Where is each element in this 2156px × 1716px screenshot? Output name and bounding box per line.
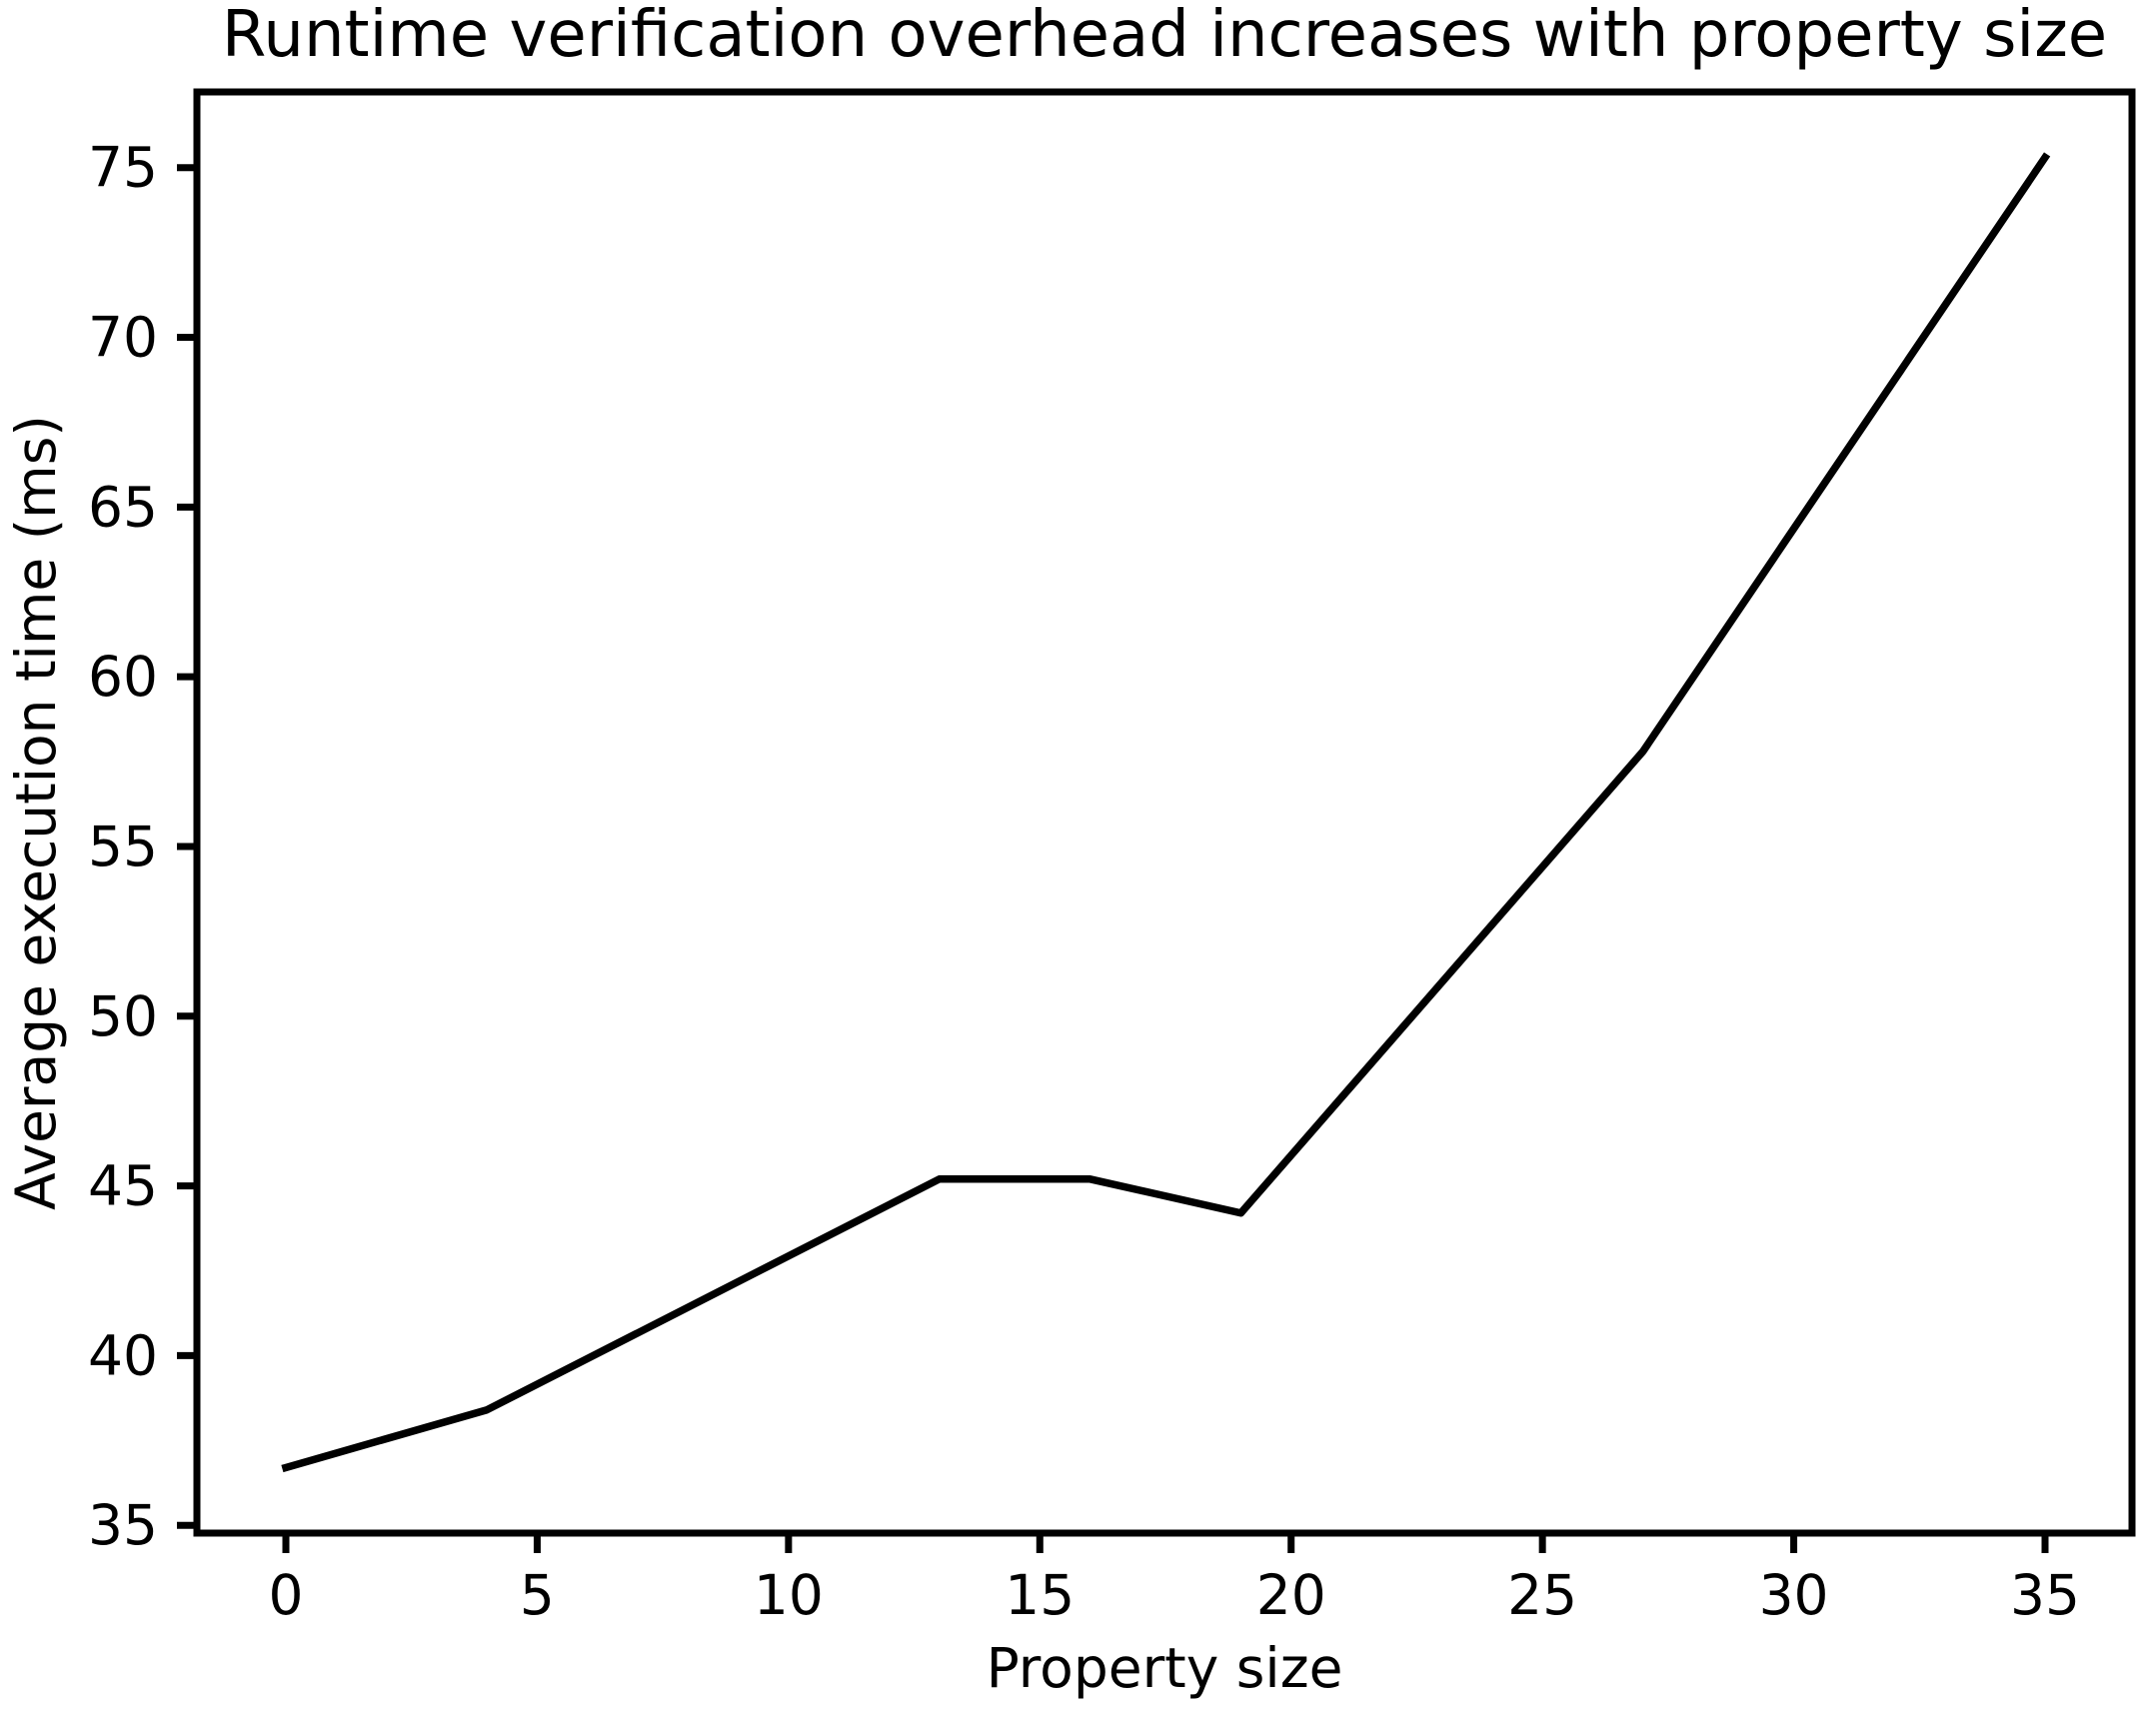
x-tick-label: 15 [1005,1563,1075,1627]
y-tick-label: 60 [88,645,158,709]
y-tick-label: 50 [88,984,158,1048]
y-tick-label: 65 [88,475,158,539]
y-tick-label: 35 [88,1493,158,1557]
y-tick-label: 70 [88,306,158,370]
y-tick-label: 75 [88,136,158,200]
x-tick-label: 35 [2010,1563,2080,1627]
y-tick-label: 55 [88,815,158,878]
x-tick-label: 30 [1759,1563,1829,1627]
y-axis-label: Average execution time (ms) [4,415,68,1210]
y-tick-label: 45 [88,1154,158,1218]
y-tick-label: 40 [88,1323,158,1387]
axes-box [193,88,2136,1537]
x-tick-label: 0 [269,1563,304,1627]
chart-title: Runtime verification overhead increases … [221,0,2108,72]
x-axis-label: Property size [986,1636,1343,1700]
x-tick-label: 10 [754,1563,824,1627]
data-line [281,152,2051,1473]
x-tick-label: 20 [1256,1563,1326,1627]
x-tick-label: 5 [520,1563,555,1627]
x-tick-label: 25 [1507,1563,1577,1627]
